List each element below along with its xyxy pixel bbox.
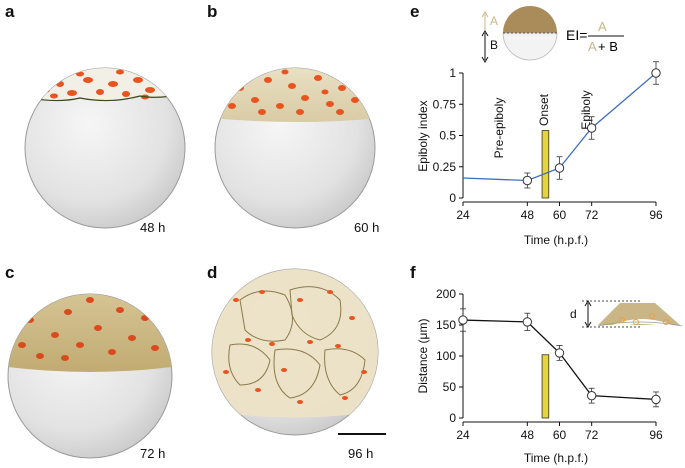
time-label-a: 48 h xyxy=(140,220,166,235)
x-tick-label: 96 xyxy=(649,428,663,442)
y-tick-label: 1 xyxy=(449,66,456,80)
inset-d-label: d xyxy=(570,307,577,321)
chart-f-ylabel: Distance (μm) xyxy=(416,319,430,394)
time-label-d: 96 h xyxy=(348,446,374,461)
data-point xyxy=(554,348,565,358)
time-label-b: 60 h xyxy=(354,220,380,235)
onset-bar xyxy=(541,130,550,199)
chart-distance: Time (h.p.f.) Distance (μm) 0 50 100 150 200… xyxy=(416,287,663,465)
x-tick-label: 60 xyxy=(553,428,567,442)
data-point xyxy=(554,163,565,173)
x-tick-label: 48 xyxy=(521,208,535,222)
embryo-96h xyxy=(211,268,379,436)
formula-a-label: A xyxy=(490,14,498,28)
y-tick-label: 0.75 xyxy=(433,97,457,111)
x-tick-label: 48 xyxy=(521,428,535,442)
chart-e-ylabel: Epiboly index xyxy=(416,100,430,171)
y-tick-label: 0 xyxy=(449,191,456,205)
panel-label-c: c xyxy=(5,263,15,282)
data-point xyxy=(522,317,533,327)
x-tick-label: 72 xyxy=(585,208,599,222)
panel-label-d: d xyxy=(207,263,218,282)
y-tick-label: 0.25 xyxy=(433,160,457,174)
embryo-72h xyxy=(7,293,173,459)
formula-denominator-a: A xyxy=(588,39,597,54)
time-label-c: 72 h xyxy=(140,446,166,461)
y-tick-label: 100 xyxy=(436,349,456,363)
data-point xyxy=(458,315,468,325)
y-tick-label: 200 xyxy=(436,287,456,301)
distance-inset: d xyxy=(570,300,683,332)
x-tick-label: 72 xyxy=(585,428,599,442)
data-point xyxy=(651,394,661,405)
data-point xyxy=(586,123,597,133)
y-tick-label: 0 xyxy=(449,411,456,425)
chart-epiboly-index: Time (h.p.f.) Epiboly index Pre-epiboly … xyxy=(416,61,663,247)
y-tick-label: 50 xyxy=(443,380,457,394)
y-tick-label: 0.5 xyxy=(439,129,456,143)
panel-label-f: f xyxy=(410,263,416,282)
panel-label-b: b xyxy=(207,2,218,21)
data-point xyxy=(651,68,661,78)
x-tick-label: 96 xyxy=(649,208,663,222)
x-tick-label: 60 xyxy=(553,208,567,222)
x-tick-label: 24 xyxy=(456,208,470,222)
annotation-onset: Onset xyxy=(537,93,551,126)
y-tick-label: 150 xyxy=(436,318,456,332)
panel-label-a: a xyxy=(5,2,15,21)
onset-bar xyxy=(541,354,550,419)
x-tick-label: 24 xyxy=(456,428,470,442)
formula-lhs: EI= xyxy=(566,27,587,43)
data-point xyxy=(586,390,597,401)
annotation-pre-epiboly: Pre-epiboly xyxy=(492,98,506,159)
formula-b-label: B xyxy=(490,38,498,52)
chart-e-xlabel: Time (h.p.f.) xyxy=(524,233,588,247)
chart-f-xlabel: Time (h.p.f.) xyxy=(524,451,588,465)
formula-denominator-rest: + B xyxy=(598,39,618,54)
data-point xyxy=(522,175,533,186)
epiboly-formula: A B EI= A A + B xyxy=(481,6,624,63)
panel-label-e: e xyxy=(410,2,420,21)
formula-numerator: A xyxy=(598,19,607,34)
annotation-epiboly: Epiboly xyxy=(579,90,593,129)
